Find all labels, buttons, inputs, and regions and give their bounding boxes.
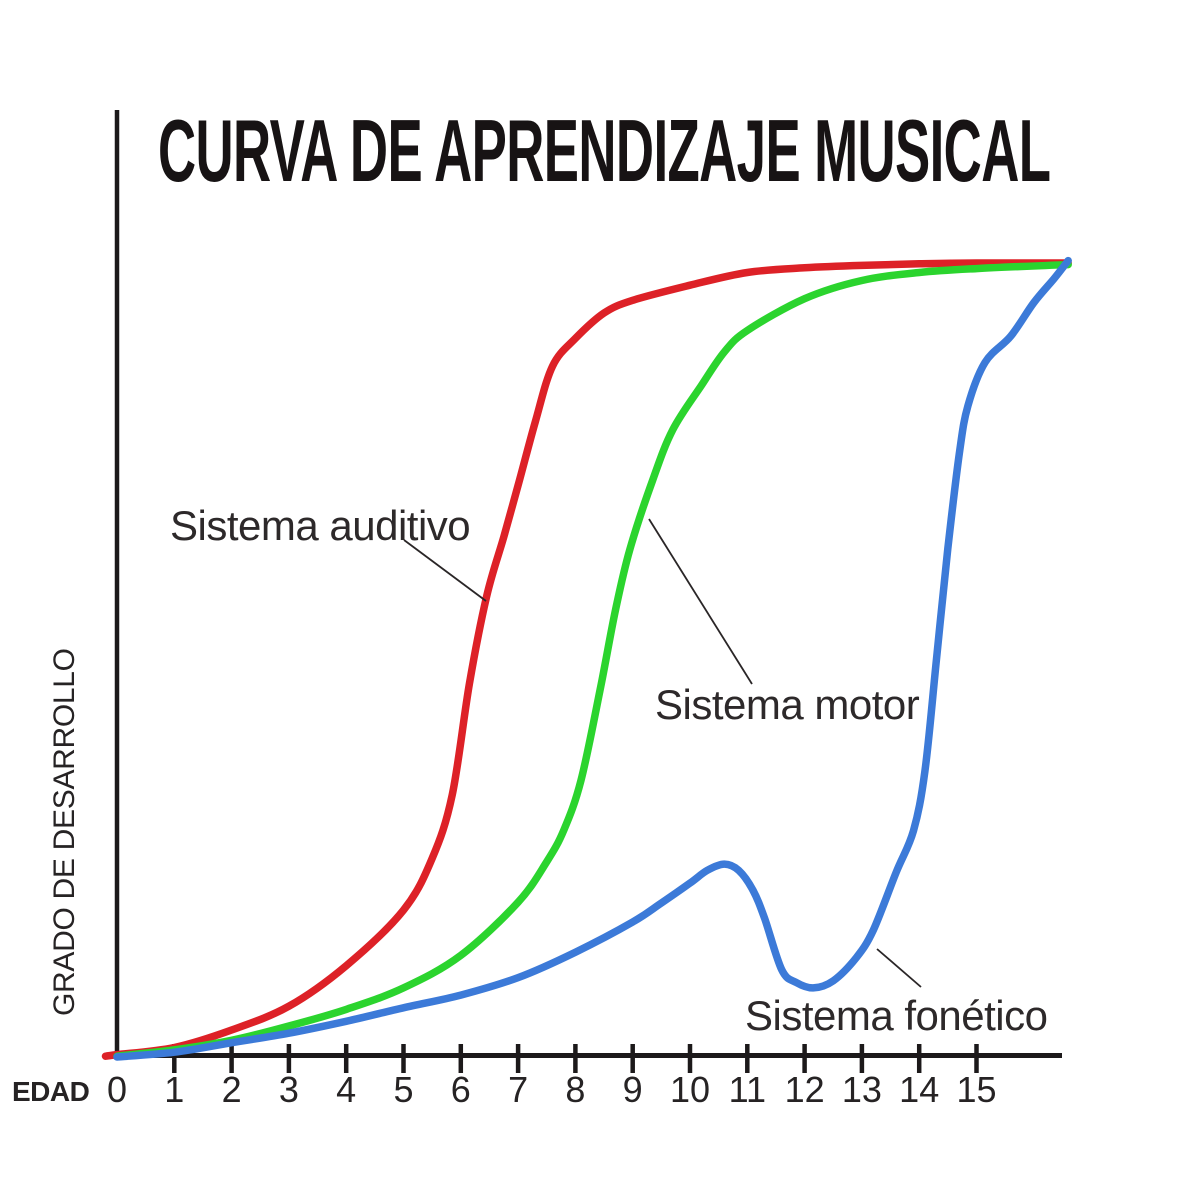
x-tick-label: 8 xyxy=(565,1069,585,1110)
x-tick-label: 10 xyxy=(670,1069,710,1110)
chart-title: CURVA DE APRENDIZAJE MUSICAL xyxy=(158,102,1050,200)
x-tick-label: 11 xyxy=(729,1069,766,1110)
x-tick-label: 0 xyxy=(107,1069,127,1110)
x-tick-label: 2 xyxy=(222,1069,242,1110)
x-tick-label: 13 xyxy=(842,1069,882,1110)
x-axis-tick-labels: 0 1 2 3 4 5 6 7 8 9 10 11 12 13 14 15 xyxy=(107,1069,997,1110)
x-tick-label: 6 xyxy=(451,1069,471,1110)
curve-sistema-auditivo xyxy=(101,259,1072,1060)
y-axis-label: GRADO DE DESARROLLO xyxy=(48,648,81,1016)
x-tick-label: 14 xyxy=(899,1069,939,1110)
annotation-sistema-fonetico: Sistema fonético xyxy=(745,948,1048,1039)
curves xyxy=(101,256,1072,1061)
annotation-label-sistema-motor: Sistema motor xyxy=(655,681,920,728)
annotation-line-sistema-auditivo xyxy=(403,539,487,602)
curve-sistema-fon-tico xyxy=(113,256,1072,1061)
annotation-sistema-motor: Sistema motor xyxy=(648,518,920,728)
x-axis-ticks xyxy=(172,1044,979,1073)
annotation-label-sistema-fonetico: Sistema fonético xyxy=(745,992,1048,1039)
x-tick-label: 15 xyxy=(956,1069,996,1110)
annotation-line-sistema-motor xyxy=(648,518,753,685)
x-tick-label: 12 xyxy=(785,1069,825,1110)
x-tick-label: 1 xyxy=(164,1069,184,1110)
x-tick-label: 7 xyxy=(508,1069,528,1110)
curve-sistema-motor xyxy=(113,260,1072,1060)
x-tick-label: 5 xyxy=(393,1069,413,1110)
annotation-sistema-auditivo: Sistema auditivo xyxy=(170,502,487,602)
x-tick-label: 4 xyxy=(336,1069,356,1110)
x-tick-label: 3 xyxy=(279,1069,299,1110)
annotation-label-sistema-auditivo: Sistema auditivo xyxy=(170,502,470,549)
x-axis-label: EDAD xyxy=(12,1076,90,1107)
x-tick-label: 9 xyxy=(623,1069,643,1110)
annotation-line-sistema-fonetico xyxy=(876,948,922,988)
annotations: Sistema auditivo Sistema motor Sistema f… xyxy=(170,502,1048,1039)
